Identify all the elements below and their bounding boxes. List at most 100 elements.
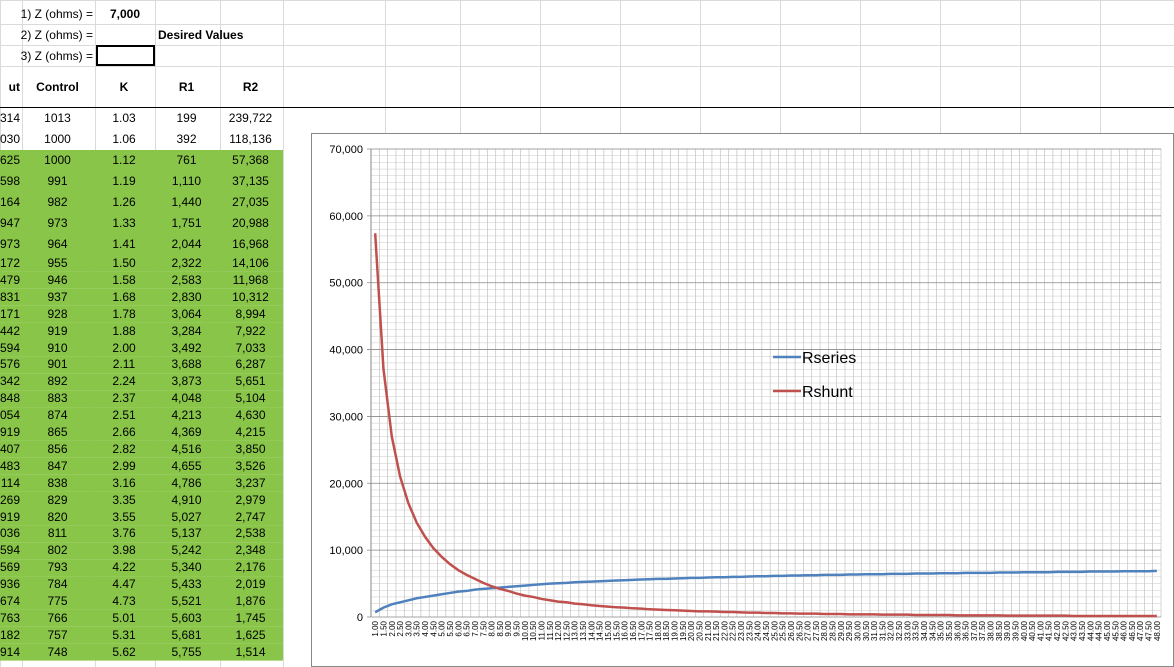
column-header[interactable]: R2 [242, 80, 259, 94]
table-cell[interactable]: 793 [47, 560, 68, 575]
table-cell[interactable]: 848 [0, 391, 21, 406]
table-cell[interactable]: 3.76 [112, 526, 136, 541]
table-cell[interactable]: 802 [47, 543, 68, 558]
table-cell[interactable]: 14,106 [232, 256, 269, 270]
table-cell[interactable]: 4.73 [112, 594, 136, 608]
table-cell[interactable]: 3,688 [171, 357, 202, 372]
table-cell[interactable]: 829 [47, 492, 68, 507]
table-cell[interactable]: 5,681 [171, 627, 202, 642]
table-cell[interactable]: 269 [0, 492, 21, 507]
table-cell[interactable]: 4,786 [171, 475, 202, 490]
table-cell[interactable]: 036 [0, 526, 21, 541]
table-cell[interactable]: 763 [0, 610, 21, 625]
table-cell[interactable]: 5.31 [112, 627, 136, 642]
table-cell[interactable]: 4,048 [171, 391, 202, 406]
table-cell[interactable]: 3,526 [235, 458, 266, 473]
table-cell[interactable]: 3,284 [171, 323, 202, 338]
table-cell[interactable]: 674 [0, 594, 21, 608]
table-cell[interactable]: 919 [0, 425, 21, 439]
table-cell[interactable]: 3,237 [235, 475, 266, 490]
table-cell[interactable]: 5,651 [235, 374, 266, 389]
table-cell[interactable]: 5,755 [171, 644, 202, 659]
table-cell[interactable]: 5.62 [112, 644, 136, 659]
table-cell[interactable]: 1,876 [235, 594, 266, 608]
table-cell[interactable]: 171 [0, 306, 21, 321]
table-cell[interactable]: 2.99 [112, 458, 136, 473]
table-cell[interactable]: 2.00 [112, 340, 136, 355]
table-cell[interactable]: 1.12 [112, 153, 136, 167]
table-cell[interactable]: 2,583 [171, 272, 202, 287]
table-cell[interactable]: 1,440 [171, 195, 202, 209]
table-cell[interactable]: 2,019 [235, 577, 266, 592]
table-cell[interactable]: 2,348 [235, 543, 266, 558]
table-cell[interactable]: 4,369 [171, 425, 202, 439]
table-cell[interactable]: 1.06 [112, 132, 136, 146]
table-cell[interactable]: 982 [47, 195, 68, 209]
table-cell[interactable]: 761 [176, 153, 197, 167]
table-cell[interactable]: 5,027 [171, 509, 202, 524]
table-cell[interactable]: 964 [47, 237, 68, 251]
table-cell[interactable]: 57,368 [232, 153, 269, 167]
table-cell[interactable]: 625 [0, 153, 21, 167]
table-cell[interactable]: 5.01 [112, 610, 136, 625]
table-cell[interactable]: 030 [0, 132, 21, 146]
table-cell[interactable]: 973 [0, 237, 21, 251]
table-cell[interactable]: 4,516 [171, 441, 202, 456]
table-cell[interactable]: 20,988 [232, 216, 269, 230]
table-cell[interactable]: 766 [47, 610, 68, 625]
table-cell[interactable]: 2.66 [112, 425, 136, 439]
table-cell[interactable]: 569 [0, 560, 21, 575]
column-header[interactable]: K [119, 80, 129, 94]
table-cell[interactable]: 3,850 [235, 441, 266, 456]
table-cell[interactable]: 239,722 [228, 111, 273, 125]
table-cell[interactable]: 838 [47, 475, 68, 490]
table-cell[interactable]: 3.98 [112, 543, 136, 558]
table-cell[interactable]: 2,044 [171, 237, 202, 251]
table-cell[interactable]: 1.68 [112, 289, 136, 304]
table-cell[interactable]: 1.26 [112, 195, 136, 209]
table-cell[interactable]: 936 [0, 577, 21, 592]
table-cell[interactable]: 4,213 [171, 408, 202, 423]
table-cell[interactable]: 594 [0, 543, 21, 558]
table-cell[interactable]: 3.35 [112, 492, 136, 507]
table-cell[interactable]: 1.58 [112, 272, 136, 287]
table-cell[interactable]: 483 [0, 458, 21, 473]
table-cell[interactable]: 973 [47, 216, 68, 230]
table-cell[interactable]: 5,340 [171, 560, 202, 575]
table-cell[interactable]: 5,104 [235, 391, 266, 406]
column-header[interactable]: R1 [178, 80, 195, 94]
table-cell[interactable]: 4,655 [171, 458, 202, 473]
table-cell[interactable]: 1.78 [112, 306, 136, 321]
table-cell[interactable]: 7,033 [235, 340, 266, 355]
table-cell[interactable]: 811 [47, 526, 68, 541]
table-cell[interactable]: 2.24 [112, 374, 136, 389]
table-cell[interactable]: 182 [0, 627, 21, 642]
table-cell[interactable]: 5,433 [171, 577, 202, 592]
table-cell[interactable]: 407 [0, 441, 21, 456]
table-cell[interactable]: 937 [47, 289, 68, 304]
desired-values[interactable]: Desired Values [158, 28, 244, 42]
table-cell[interactable]: 576 [0, 357, 21, 372]
table-cell[interactable]: 1,625 [235, 627, 266, 642]
table-cell[interactable]: 946 [47, 272, 68, 287]
table-cell[interactable]: 919 [0, 509, 21, 524]
table-cell[interactable]: 2,176 [235, 560, 266, 575]
table-cell[interactable]: 4.22 [112, 560, 136, 575]
table-cell[interactable]: 892 [47, 374, 68, 389]
table-cell[interactable]: 479 [0, 272, 21, 287]
table-cell[interactable]: 314 [0, 111, 21, 125]
table-cell[interactable]: 442 [0, 323, 21, 338]
table-cell[interactable]: 1,751 [171, 216, 202, 230]
table-cell[interactable]: 054 [0, 408, 21, 423]
table-cell[interactable]: 883 [47, 391, 68, 406]
table-cell[interactable]: 3.55 [112, 509, 136, 524]
table-cell[interactable]: 2,322 [171, 256, 202, 270]
input-label[interactable]: 1) Z (ohms) = [20, 7, 93, 21]
table-cell[interactable]: 114 [0, 475, 20, 490]
table-cell[interactable]: 4.47 [112, 577, 136, 592]
input-label[interactable]: 3) Z (ohms) = [20, 49, 93, 63]
table-cell[interactable]: 901 [47, 357, 68, 372]
table-cell[interactable]: 910 [47, 340, 68, 355]
table-cell[interactable]: 598 [0, 174, 21, 188]
table-cell[interactable]: 5,242 [171, 543, 202, 558]
